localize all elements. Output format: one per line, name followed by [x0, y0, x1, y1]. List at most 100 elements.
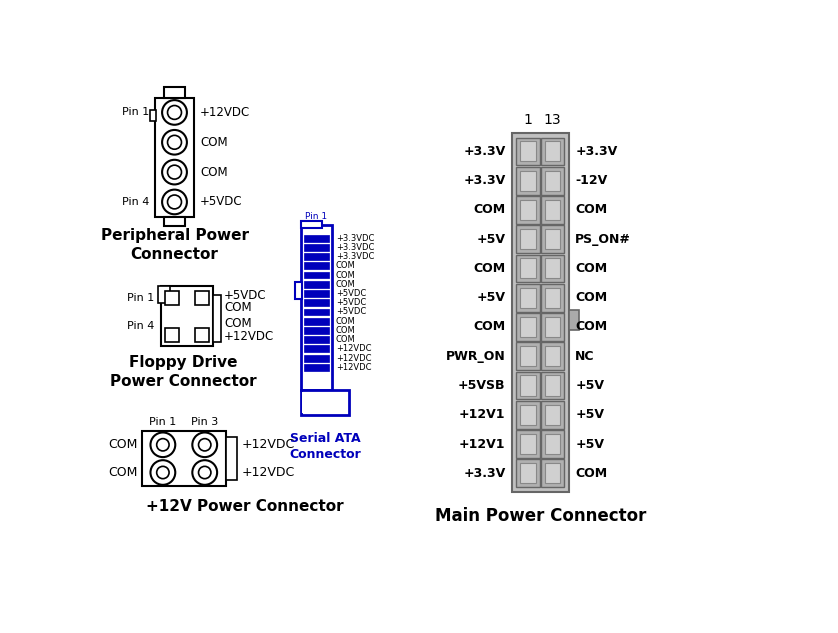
Text: Pin 3: Pin 3 — [191, 417, 219, 427]
Text: +12V1: +12V1 — [459, 408, 505, 421]
Text: +5VDC: +5VDC — [224, 289, 266, 302]
Text: PS_ON#: PS_ON# — [575, 233, 631, 246]
Bar — [303, 392, 347, 413]
Bar — [520, 346, 535, 367]
Text: +5VSB: +5VSB — [458, 379, 505, 392]
Circle shape — [168, 195, 182, 209]
Bar — [512, 133, 569, 492]
Text: COM: COM — [575, 203, 608, 216]
Text: +5V: +5V — [575, 408, 604, 421]
Text: +12V Power Connector: +12V Power Connector — [146, 499, 344, 514]
Bar — [520, 404, 535, 425]
Circle shape — [162, 160, 187, 184]
Bar — [304, 272, 328, 279]
Bar — [304, 235, 328, 242]
Bar — [304, 364, 328, 371]
Bar — [225, 437, 236, 480]
Text: +3.3V: +3.3V — [575, 145, 618, 158]
Bar — [541, 313, 564, 341]
Text: +12V1: +12V1 — [459, 437, 505, 451]
Circle shape — [199, 467, 211, 479]
Bar — [545, 317, 561, 337]
Text: +12VDC: +12VDC — [336, 344, 371, 353]
Text: NC: NC — [575, 350, 595, 363]
Bar — [541, 372, 564, 399]
Text: PWR_ON: PWR_ON — [446, 350, 505, 363]
Bar — [516, 225, 540, 253]
Bar — [516, 401, 540, 429]
Text: +5V: +5V — [575, 379, 604, 392]
Text: Pin 1: Pin 1 — [122, 108, 149, 118]
Text: +12VDC: +12VDC — [224, 330, 274, 344]
Bar — [155, 97, 194, 217]
Bar — [194, 291, 209, 304]
Bar — [213, 296, 221, 342]
Bar — [304, 244, 328, 251]
Circle shape — [168, 106, 182, 120]
Bar — [545, 200, 561, 220]
Text: COM: COM — [336, 335, 355, 344]
Bar — [301, 225, 332, 390]
Bar — [304, 336, 328, 343]
Bar — [541, 167, 564, 194]
Text: Main Power Connector: Main Power Connector — [435, 507, 646, 525]
Bar — [520, 288, 535, 308]
Text: COM: COM — [575, 320, 608, 334]
Bar — [545, 141, 561, 161]
Circle shape — [157, 439, 169, 451]
Text: +3.3V: +3.3V — [463, 145, 505, 158]
Text: COM: COM — [109, 438, 138, 451]
Text: +3.3VDC: +3.3VDC — [336, 252, 374, 261]
Bar — [304, 327, 328, 334]
Text: +5VDC: +5VDC — [336, 298, 366, 307]
Bar — [304, 318, 328, 325]
Bar — [541, 342, 564, 370]
Bar — [516, 137, 540, 165]
Bar — [545, 288, 561, 308]
Bar — [520, 229, 535, 249]
Bar — [304, 346, 328, 353]
Bar — [545, 434, 561, 454]
Bar — [301, 390, 349, 415]
Bar — [304, 281, 328, 288]
Bar — [541, 196, 564, 224]
Text: Pin 4: Pin 4 — [127, 321, 154, 331]
Bar — [516, 254, 540, 282]
Bar — [520, 258, 535, 279]
Bar — [541, 430, 564, 458]
Bar — [142, 431, 225, 486]
Bar — [304, 253, 328, 260]
Text: +3.3V: +3.3V — [463, 467, 505, 480]
Bar — [516, 167, 540, 194]
Text: 1: 1 — [524, 113, 532, 127]
Circle shape — [168, 135, 182, 149]
Text: +12VDC: +12VDC — [200, 106, 251, 119]
Bar — [304, 290, 328, 297]
Text: -12V: -12V — [575, 174, 608, 187]
Bar — [165, 328, 179, 342]
Bar — [304, 262, 328, 269]
Bar — [516, 196, 540, 224]
Bar — [541, 225, 564, 253]
Circle shape — [193, 460, 217, 485]
Circle shape — [162, 130, 187, 154]
Text: Pin 4: Pin 4 — [122, 197, 149, 207]
Text: COM: COM — [200, 135, 228, 149]
Bar — [150, 110, 156, 121]
Text: COM: COM — [200, 166, 228, 179]
Text: +5VDC: +5VDC — [336, 308, 366, 316]
Text: +3.3VDC: +3.3VDC — [336, 234, 374, 242]
Text: COM: COM — [575, 467, 608, 480]
Bar — [516, 342, 540, 370]
Text: COM: COM — [336, 326, 355, 335]
Bar — [541, 254, 564, 282]
Text: COM: COM — [575, 291, 608, 304]
Bar — [541, 284, 564, 311]
Text: +5V: +5V — [477, 233, 505, 246]
Bar — [541, 460, 564, 487]
Bar — [545, 463, 561, 483]
Bar — [304, 299, 328, 306]
Bar — [304, 308, 328, 315]
Circle shape — [157, 467, 169, 479]
Bar — [304, 354, 328, 361]
